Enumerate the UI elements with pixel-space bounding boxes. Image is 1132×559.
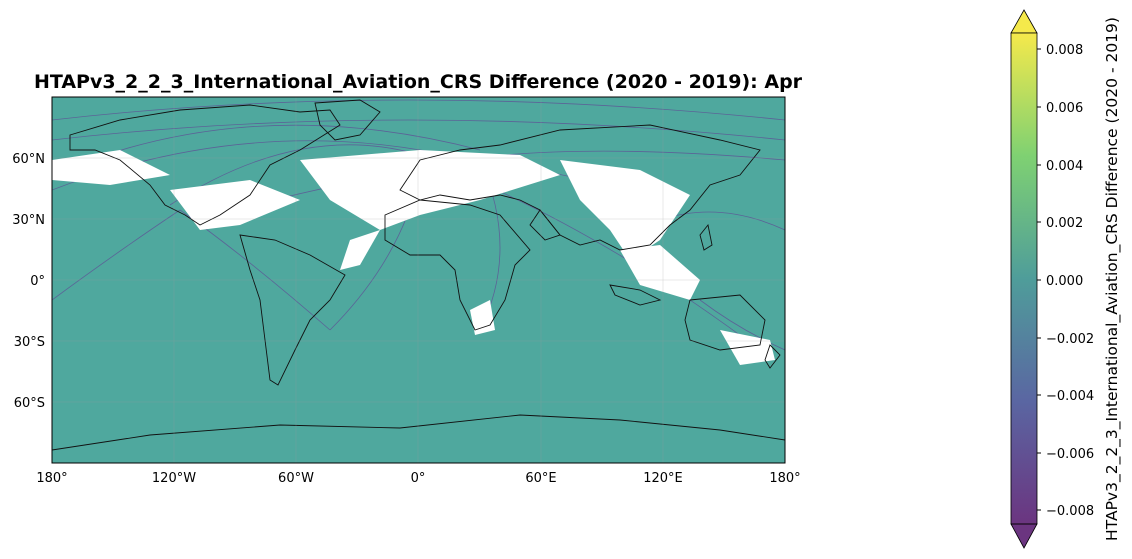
lat-tick: 60°N — [12, 152, 45, 167]
longitude-ticks: 180° 120°W 60°W 0° 60°E 120°E 180° — [36, 471, 800, 486]
colorbar-tick: 0.002 — [1046, 216, 1083, 231]
map-panel — [51, 96, 786, 464]
lat-tick: 30°N — [12, 213, 45, 228]
latitude-ticks: 60°N 30°N 0° 30°S 60°S — [12, 152, 45, 411]
no-data-regions — [52, 150, 775, 365]
map-frame — [51, 96, 786, 464]
colorbar-tick: 0.006 — [1046, 101, 1083, 116]
colorbar-tick: 0.000 — [1046, 274, 1083, 289]
colorbar-tick: −0.006 — [1046, 447, 1094, 462]
lon-tick: 0° — [411, 471, 426, 486]
lon-tick: 180° — [769, 471, 800, 486]
colorbar: 0.008 0.006 0.004 0.002 0.000 −0.002 −0.… — [1010, 9, 1122, 549]
colorbar-gradient — [1011, 33, 1037, 524]
lon-tick: 120°W — [152, 471, 196, 486]
colorbar-tick: −0.002 — [1046, 332, 1094, 347]
colorbar-min-extend — [1010, 523, 1038, 549]
coastlines — [52, 99, 785, 463]
colorbar-tick: 0.008 — [1046, 43, 1083, 58]
lon-tick: 60°W — [278, 471, 314, 486]
lon-tick: 60°E — [525, 471, 556, 486]
colorbar-max-extend — [1010, 9, 1038, 34]
colorbar-tick: −0.008 — [1046, 504, 1094, 519]
lon-tick: 120°E — [643, 471, 683, 486]
colorbar-tick: 0.004 — [1046, 159, 1083, 174]
lat-tick: 30°S — [14, 335, 45, 350]
map-title: HTAPv3_2_2_3_International_Aviation_CRS … — [34, 71, 803, 93]
lat-tick: 60°S — [14, 396, 45, 411]
gridlines — [52, 97, 785, 463]
lon-tick: 180° — [36, 471, 67, 486]
colorbar-tick: −0.004 — [1046, 389, 1094, 404]
colorbar-label: HTAPv3_2_2_3_International_Aviation_CRS … — [1103, 17, 1122, 541]
lat-tick: 0° — [30, 274, 45, 289]
